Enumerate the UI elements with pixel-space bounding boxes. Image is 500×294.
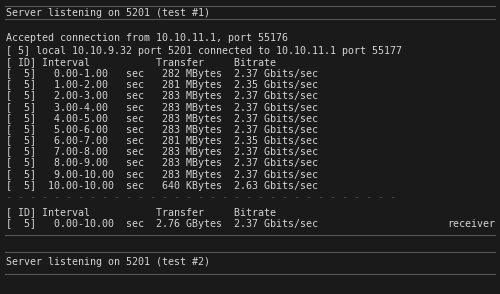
Text: [ ID] Interval           Transfer     Bitrate: [ ID] Interval Transfer Bitrate — [6, 57, 276, 67]
Text: [  5]   7.00-8.00   sec   283 MBytes  2.37 Gbits/sec: [ 5] 7.00-8.00 sec 283 MBytes 2.37 Gbits… — [6, 147, 318, 157]
Text: [  5]   0.00-1.00   sec   282 MBytes  2.37 Gbits/sec: [ 5] 0.00-1.00 sec 282 MBytes 2.37 Gbits… — [6, 69, 318, 79]
Text: [  5]   2.00-3.00   sec   283 MBytes  2.37 Gbits/sec: [ 5] 2.00-3.00 sec 283 MBytes 2.37 Gbits… — [6, 91, 318, 101]
Text: receiver: receiver — [448, 219, 496, 229]
Text: [  5]   0.00-10.00  sec  2.76 GBytes  2.37 Gbits/sec: [ 5] 0.00-10.00 sec 2.76 GBytes 2.37 Gbi… — [6, 219, 318, 229]
Text: [  5]   5.00-6.00   sec   283 MBytes  2.37 Gbits/sec: [ 5] 5.00-6.00 sec 283 MBytes 2.37 Gbits… — [6, 125, 318, 135]
Text: [  5]   3.00-4.00   sec   283 MBytes  2.37 Gbits/sec: [ 5] 3.00-4.00 sec 283 MBytes 2.37 Gbits… — [6, 103, 318, 113]
Text: [  5]   4.00-5.00   sec   283 MBytes  2.37 Gbits/sec: [ 5] 4.00-5.00 sec 283 MBytes 2.37 Gbits… — [6, 114, 318, 124]
Text: [ ID] Interval           Transfer     Bitrate: [ ID] Interval Transfer Bitrate — [6, 207, 276, 217]
Text: [  5]  10.00-10.00  sec   640 KBytes  2.63 Gbits/sec: [ 5] 10.00-10.00 sec 640 KBytes 2.63 Gbi… — [6, 181, 318, 191]
Text: Server listening on 5201 (test #2): Server listening on 5201 (test #2) — [6, 257, 210, 267]
Text: [  5]   8.00-9.00   sec   283 MBytes  2.37 Gbits/sec: [ 5] 8.00-9.00 sec 283 MBytes 2.37 Gbits… — [6, 158, 318, 168]
Text: [  5]   9.00-10.00  sec   283 MBytes  2.37 Gbits/sec: [ 5] 9.00-10.00 sec 283 MBytes 2.37 Gbit… — [6, 170, 318, 180]
Text: [  5]   6.00-7.00   sec   281 MBytes  2.35 Gbits/sec: [ 5] 6.00-7.00 sec 281 MBytes 2.35 Gbits… — [6, 136, 318, 146]
Text: Accepted connection from 10.10.11.1, port 55176: Accepted connection from 10.10.11.1, por… — [6, 33, 288, 43]
Text: [  5]   1.00-2.00   sec   281 MBytes  2.35 Gbits/sec: [ 5] 1.00-2.00 sec 281 MBytes 2.35 Gbits… — [6, 80, 318, 90]
Text: Server listening on 5201 (test #1): Server listening on 5201 (test #1) — [6, 8, 210, 18]
Text: - - - - - - - - - - - - - - - - - - - - - - - - - - - - - - - - -: - - - - - - - - - - - - - - - - - - - - … — [6, 192, 402, 202]
Text: [ 5] local 10.10.9.32 port 5201 connected to 10.10.11.1 port 55177: [ 5] local 10.10.9.32 port 5201 connecte… — [6, 46, 402, 56]
